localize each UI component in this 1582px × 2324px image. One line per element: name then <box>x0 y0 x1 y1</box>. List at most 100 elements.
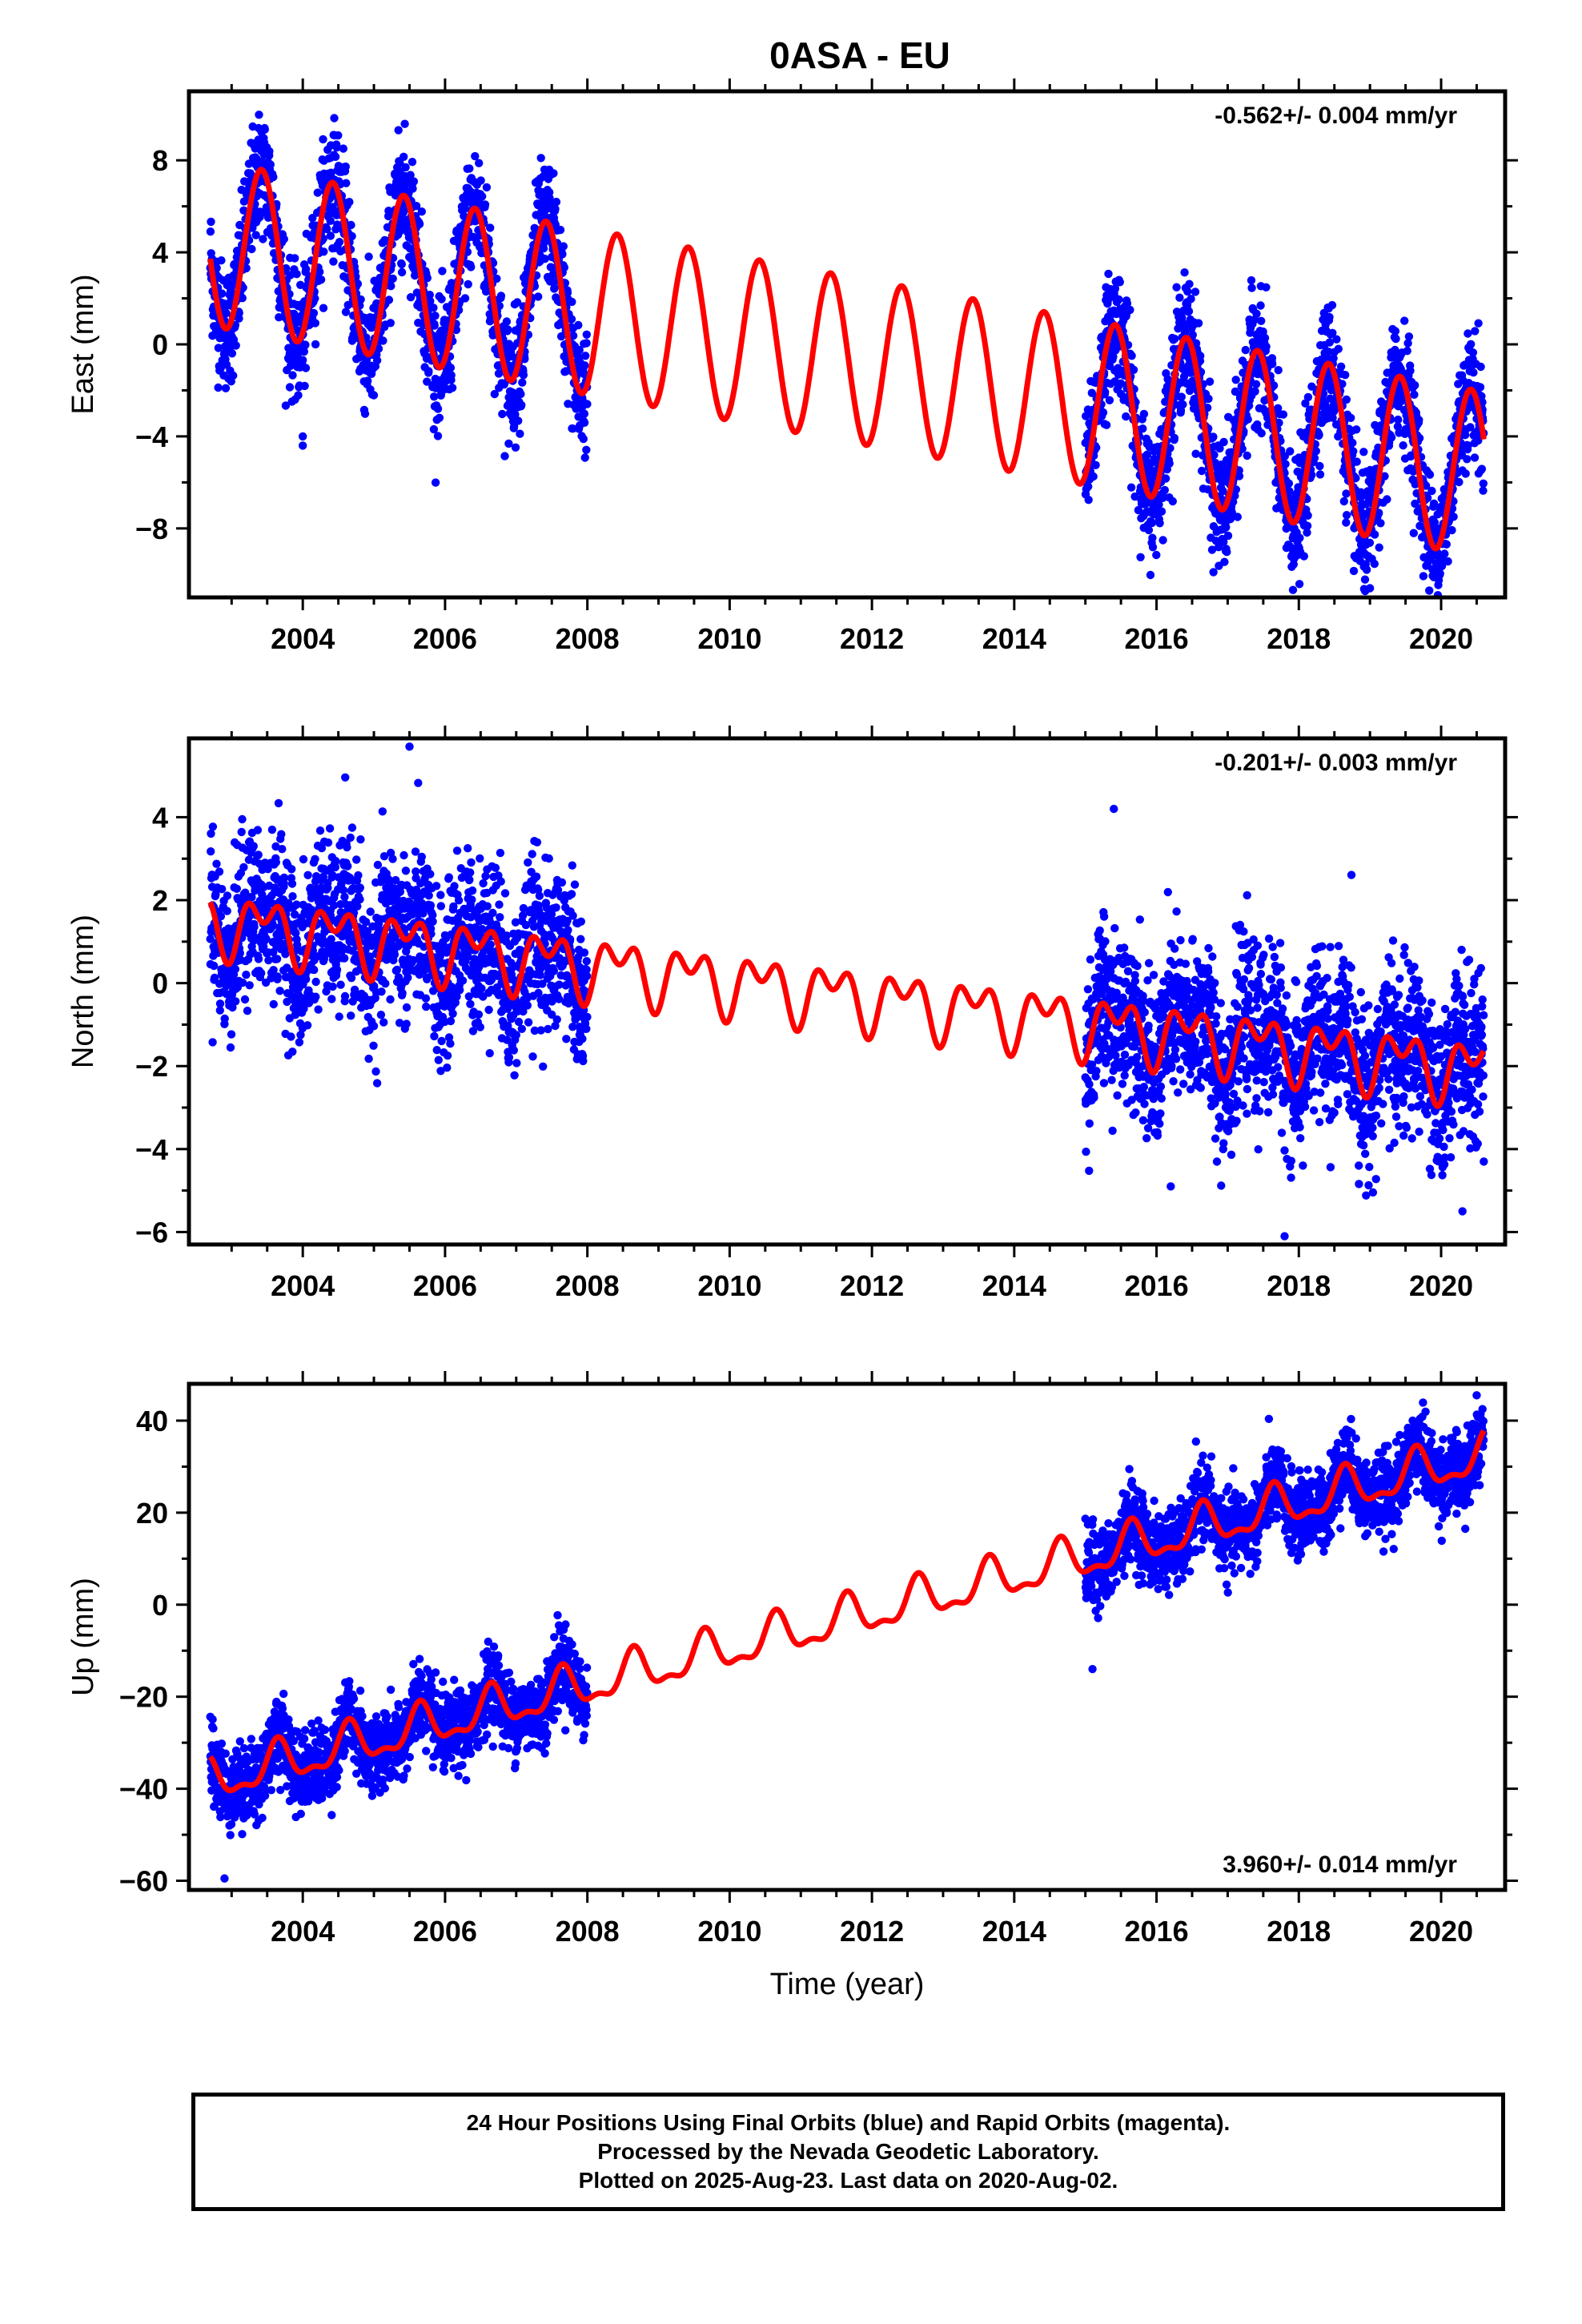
data-point <box>251 231 260 239</box>
x-tick-label: 2018 <box>1267 622 1331 655</box>
data-point <box>1409 529 1419 537</box>
data-point <box>1279 410 1288 419</box>
data-point <box>250 923 259 931</box>
data-point <box>388 274 397 283</box>
data-point <box>249 842 258 850</box>
data-point <box>1087 388 1097 397</box>
data-point <box>210 961 219 971</box>
data-point <box>568 297 576 307</box>
data-point <box>1194 319 1203 328</box>
data-point <box>302 264 311 274</box>
data-point <box>281 401 291 410</box>
data-point <box>434 1055 443 1064</box>
data-point <box>1315 461 1324 471</box>
data-point <box>1126 305 1134 315</box>
data-point <box>341 308 351 316</box>
data-point <box>218 885 227 894</box>
data-point <box>1391 334 1400 344</box>
data-point <box>1091 460 1100 469</box>
data-point <box>1394 415 1403 424</box>
data-point <box>560 263 568 272</box>
data-point <box>1166 444 1174 452</box>
data-point <box>340 991 350 1001</box>
data-point <box>291 254 299 263</box>
x-tick-label: 2016 <box>1125 622 1189 655</box>
data-point <box>1172 283 1181 292</box>
data-point <box>475 159 484 167</box>
y-tick-label: 8 <box>152 144 168 177</box>
data-point <box>235 308 243 318</box>
data-point <box>1109 352 1118 361</box>
data-point <box>279 235 288 243</box>
data-point <box>1336 362 1346 371</box>
data-point <box>1443 557 1452 566</box>
data-point <box>1400 316 1409 325</box>
data-point <box>208 1038 217 1047</box>
data-point <box>1184 307 1194 316</box>
data-point <box>311 340 320 349</box>
data-point <box>1349 566 1359 576</box>
data-point <box>323 838 333 847</box>
data-point <box>1464 329 1472 338</box>
data-point <box>356 295 365 304</box>
data-point <box>460 294 470 303</box>
data-point <box>1168 497 1178 506</box>
data-point <box>1084 482 1093 491</box>
data-point <box>379 336 387 345</box>
data-point <box>1342 395 1351 404</box>
data-point <box>371 1067 380 1076</box>
data-point <box>1429 499 1439 508</box>
data-point <box>299 854 308 864</box>
data-point <box>1142 450 1152 459</box>
data-point <box>454 896 464 905</box>
data-point <box>1461 469 1470 478</box>
data-point <box>1210 450 1219 460</box>
data-point <box>347 823 357 832</box>
data-point <box>339 144 347 153</box>
y-tick-label: −8 <box>135 513 168 545</box>
data-point <box>1425 470 1435 479</box>
data-point <box>311 992 320 1001</box>
data-point <box>581 352 590 360</box>
data-point <box>364 252 373 261</box>
data-point <box>504 439 513 448</box>
data-point <box>1403 347 1411 356</box>
data-point <box>1339 497 1349 506</box>
data-point <box>1175 293 1184 302</box>
data-point <box>1315 470 1325 479</box>
data-point <box>309 308 319 318</box>
data-point <box>1127 352 1136 360</box>
data-point <box>1295 580 1304 589</box>
data-point <box>345 198 354 207</box>
data-point <box>519 371 528 380</box>
data-point <box>421 994 431 1003</box>
data-point <box>409 177 419 186</box>
data-point <box>1281 460 1290 468</box>
data-point <box>1391 327 1400 336</box>
data-point <box>402 1003 412 1012</box>
data-point <box>1419 572 1428 581</box>
data-point <box>269 172 278 182</box>
data-point <box>1223 548 1231 557</box>
data-point <box>311 977 320 987</box>
data-points-north <box>206 742 1488 1240</box>
data-point <box>223 891 232 900</box>
data-point <box>311 319 319 328</box>
data-point <box>579 434 588 444</box>
data-point <box>207 217 215 227</box>
data-point <box>272 955 282 963</box>
data-point <box>430 321 439 330</box>
data-point <box>1243 451 1251 460</box>
data-point <box>471 151 480 161</box>
data-point <box>580 418 589 427</box>
data-point <box>369 391 379 400</box>
data-point <box>299 347 308 356</box>
data-point <box>343 862 352 870</box>
data-point <box>266 160 275 169</box>
data-point <box>207 847 215 856</box>
data-point <box>400 119 409 128</box>
data-point <box>1463 455 1472 464</box>
data-point <box>346 833 355 842</box>
data-point <box>1170 433 1179 443</box>
data-point <box>443 1051 452 1060</box>
